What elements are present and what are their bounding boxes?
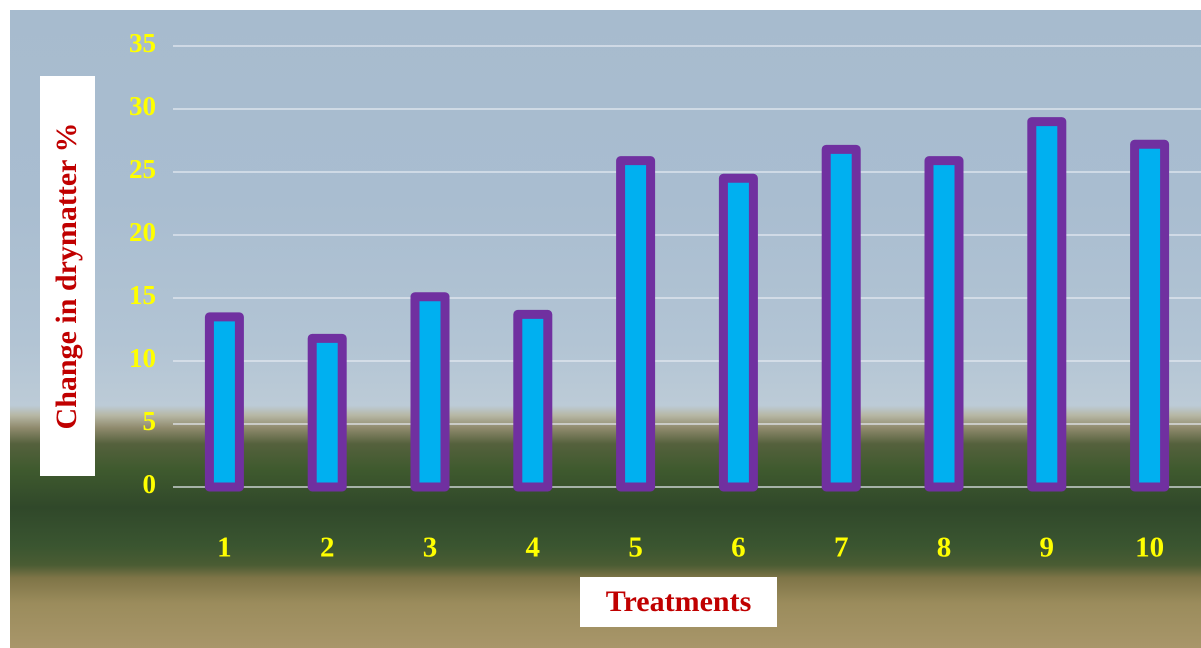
bar bbox=[821, 144, 861, 492]
y-tick-label: 15 bbox=[129, 280, 156, 310]
x-tick-label: 4 bbox=[526, 532, 541, 564]
x-tick-label: 7 bbox=[834, 532, 849, 564]
bar bbox=[1027, 117, 1067, 492]
x-tick-label: 2 bbox=[320, 532, 335, 564]
bar bbox=[410, 292, 450, 492]
bar bbox=[307, 333, 347, 492]
x-tick-label: 10 bbox=[1135, 532, 1164, 564]
x-tick-label: 1 bbox=[217, 532, 232, 564]
y-axis-title-box bbox=[40, 76, 95, 476]
y-axis-title: Change in drymatter % bbox=[50, 122, 83, 430]
bar bbox=[924, 156, 964, 492]
bar bbox=[718, 173, 758, 492]
y-tick-label: 0 bbox=[143, 469, 157, 499]
y-tick-label: 5 bbox=[143, 406, 157, 436]
y-tick-label: 25 bbox=[129, 154, 156, 184]
bar bbox=[1130, 139, 1170, 492]
x-tick-label: 5 bbox=[628, 532, 643, 564]
y-tick-label: 30 bbox=[129, 91, 156, 121]
bar bbox=[616, 156, 656, 492]
y-axis-ticks: 0 5 10 15 20 25 30 35 bbox=[129, 28, 156, 499]
x-axis-ticks: 1 2 3 4 5 6 7 8 9 10 bbox=[217, 532, 1164, 564]
y-tick-label: 20 bbox=[129, 217, 156, 247]
bar-chart: 0 5 10 15 20 25 30 35 1 2 3 4 5 6 7 8 9 10 bbox=[129, 28, 1201, 564]
y-tick-label: 35 bbox=[129, 28, 156, 58]
x-axis-title: Treatments bbox=[605, 585, 752, 618]
x-axis-title-box: Treatments bbox=[580, 577, 777, 627]
x-tick-label: 3 bbox=[423, 532, 438, 564]
x-tick-label: 6 bbox=[731, 532, 746, 564]
bars bbox=[204, 117, 1170, 492]
chart-frame: 0 5 10 15 20 25 30 35 1 2 3 4 5 6 7 8 9 10 Change in dry… bbox=[10, 10, 1201, 648]
x-tick-label: 9 bbox=[1040, 532, 1055, 564]
x-tick-label: 8 bbox=[937, 532, 952, 564]
y-tick-label: 10 bbox=[129, 343, 156, 373]
bar bbox=[204, 312, 244, 492]
bar bbox=[513, 309, 553, 492]
